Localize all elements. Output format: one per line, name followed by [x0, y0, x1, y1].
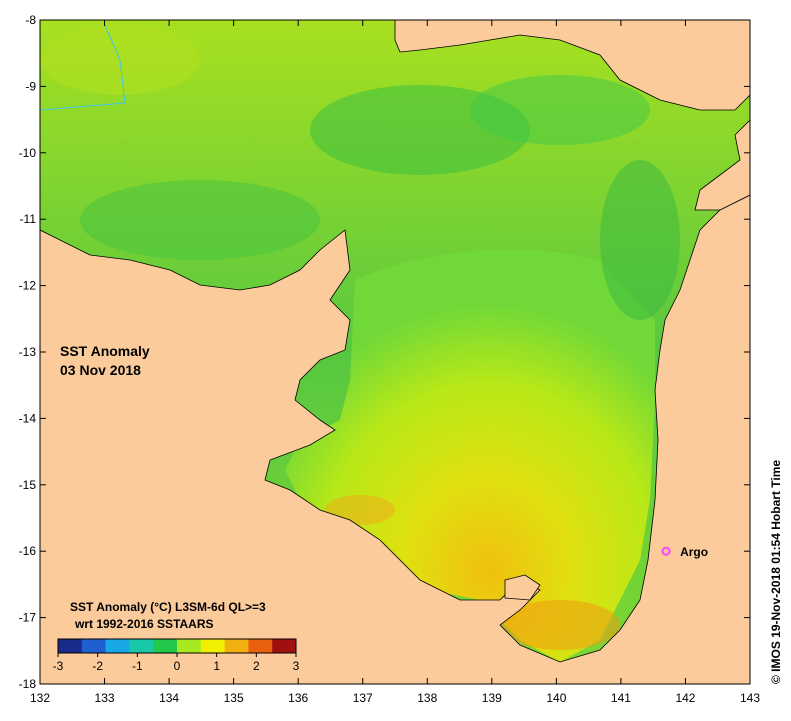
x-tick-label: 140: [546, 691, 566, 705]
y-tick-label: -16: [19, 544, 37, 558]
map-date: 03 Nov 2018: [60, 362, 141, 378]
colorbar-tick-label: 1: [213, 659, 220, 673]
land-new-guinea: [394, 20, 750, 111]
x-tick-label: 138: [417, 691, 437, 705]
colorbar-tick-label: 2: [253, 659, 260, 673]
x-tick-label: 139: [482, 691, 502, 705]
y-tick-label: -15: [19, 478, 37, 492]
ocean-gulf: [285, 249, 655, 662]
land-arnhem: [40, 194, 750, 684]
y-tick-label: -17: [19, 611, 37, 625]
y-tick-label: -14: [19, 411, 37, 425]
colorbar-swatch: [248, 639, 273, 653]
y-tick-label: -13: [19, 345, 37, 359]
colorbar-swatch: [153, 639, 178, 653]
anomaly-patch: [600, 160, 680, 320]
colorbar-tick-label: 3: [293, 659, 300, 673]
x-tick-label: 142: [675, 691, 695, 705]
land-island: [504, 574, 541, 601]
y-tick-label: -9: [25, 79, 36, 93]
x-tick-label: 132: [30, 691, 50, 705]
y-tick-label: -11: [20, 212, 37, 226]
x-tick-label: 134: [159, 691, 179, 705]
x-tick-label: 143: [740, 691, 760, 705]
colorbar-tick-label: 0: [174, 659, 181, 673]
credit-text: © IMOS 19-Nov-2018 01:54 Hobart Time: [769, 460, 783, 684]
colorbar-label: SST Anomaly (°C) L3SM-6d QL>=3: [70, 600, 266, 614]
colorbar-swatch: [177, 639, 202, 653]
colorbar-tick-label: -3: [53, 659, 64, 673]
colorbar-swatch: [81, 639, 107, 653]
map-title: SST Anomaly: [60, 343, 150, 359]
anomaly-patch: [500, 600, 620, 650]
axis-ticks: 132 133 134 135 136 137 138 139 140 141 142 143-8-9…: [19, 13, 761, 705]
anomaly-patch: [80, 180, 320, 260]
y-tick-label: -18: [19, 677, 37, 691]
colorbar-swatch: [105, 639, 130, 653]
x-tick-label: 135: [224, 691, 244, 705]
colorbar-tick-label: -2: [92, 659, 103, 673]
argo-label: Argo: [680, 545, 708, 559]
colorbar-swatch: [224, 639, 249, 653]
land-cape-york: [694, 119, 750, 211]
x-tick-label: 137: [353, 691, 373, 705]
colorbar-tick-label: -1: [132, 659, 143, 673]
anomaly-patch: [470, 75, 650, 145]
x-tick-label: 136: [288, 691, 308, 705]
colorbar-swatch: [58, 639, 83, 653]
y-tick-label: -12: [19, 279, 37, 293]
argo-icon: [661, 546, 671, 556]
x-tick-label: 141: [611, 691, 631, 705]
argo-marker: Argo: [661, 545, 708, 559]
colorbar-swatch: [129, 639, 154, 653]
colorbar-sublabel: wrt 1992-2016 SSTAARS: [74, 617, 214, 631]
x-tick-label: 133: [95, 691, 115, 705]
y-tick-label: -8: [25, 13, 36, 27]
colorbar-swatch: [200, 639, 226, 653]
river-line: [40, 24, 126, 111]
y-tick-label: -10: [19, 146, 37, 160]
colorbar: -3 -2 -1 0 1 2 3: [53, 638, 300, 673]
map-area: [40, 20, 750, 684]
colorbar-swatch: [272, 639, 297, 653]
